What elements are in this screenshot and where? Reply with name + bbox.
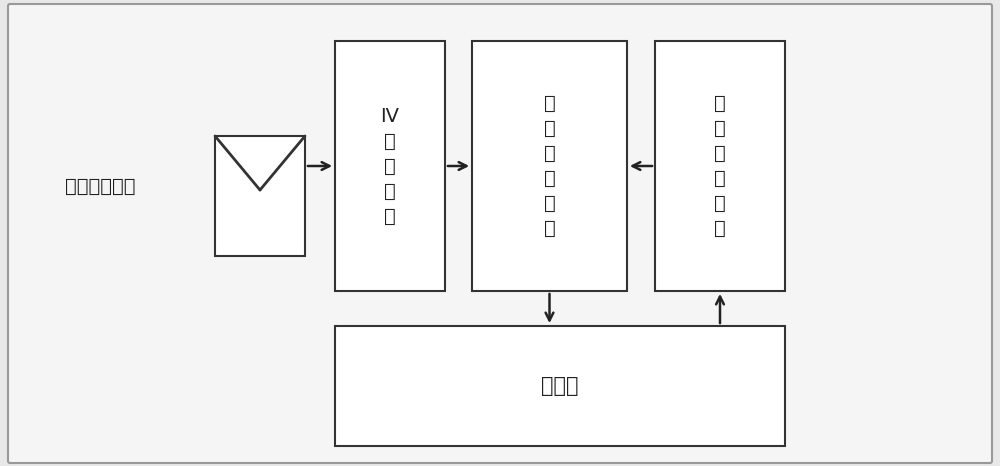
Text: 单片机: 单片机 [541, 376, 579, 396]
Text: IV
转
换
电
路: IV 转 换 电 路 [381, 107, 400, 226]
FancyBboxPatch shape [8, 4, 992, 463]
Text: 运
算
放
大
电
路: 运 算 放 大 电 路 [544, 94, 555, 238]
Bar [335, 41, 445, 291]
Text: 开
关
控
制
电
路: 开 关 控 制 电 路 [714, 94, 726, 238]
Bar [335, 326, 785, 446]
Bar [655, 41, 785, 291]
Bar [472, 41, 627, 291]
Bar [215, 136, 305, 256]
Text: 光伏智能组件: 光伏智能组件 [65, 177, 135, 196]
